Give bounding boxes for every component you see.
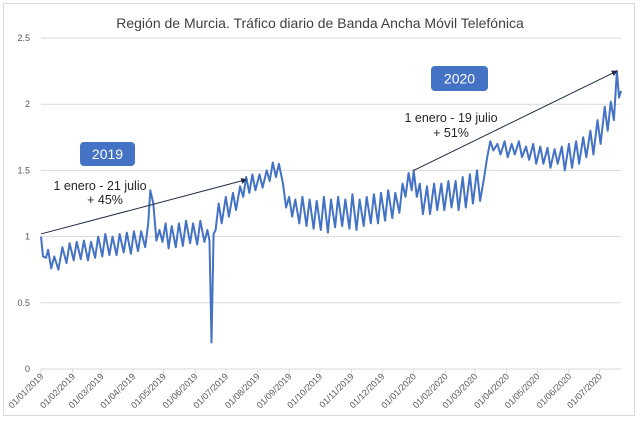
annotation-growth: + 45% — [87, 193, 123, 207]
gridlines — [41, 37, 621, 370]
chart-frame — [3, 3, 635, 416]
y-axis-ticks: 0 0.5 1 1.5 2 2.5 — [17, 33, 30, 374]
year-label-box — [80, 142, 135, 166]
y-tick-label: 0 — [25, 364, 30, 374]
chart-title: Región de Murcia. Tráfico diario de Band… — [116, 15, 524, 31]
year-label-box — [431, 66, 488, 91]
y-tick-label: 2 — [25, 99, 30, 109]
y-tick-label: 1 — [25, 232, 30, 242]
y-tick-label: 2.5 — [17, 33, 30, 43]
y-tick-label: 1.5 — [17, 165, 30, 175]
annotation-period: 1 enero - 21 julio — [53, 179, 146, 193]
series-line — [40, 70, 622, 344]
annotations: 2019 1 enero - 21 julio+ 45% 2020 1 enero -… — [40, 66, 618, 235]
year-label: 2020 — [444, 71, 475, 87]
year-label: 2019 — [92, 146, 123, 162]
annotation-growth: + 51% — [433, 126, 469, 140]
trend-arrow — [413, 70, 618, 171]
x-axis-ticks: 01/01/201901/02/201901/03/201901/04/2019… — [6, 369, 604, 410]
trend-arrow — [40, 178, 248, 235]
y-tick-label: 0.5 — [17, 298, 30, 308]
annotation-period: 1 enero - 19 julio — [404, 111, 497, 125]
